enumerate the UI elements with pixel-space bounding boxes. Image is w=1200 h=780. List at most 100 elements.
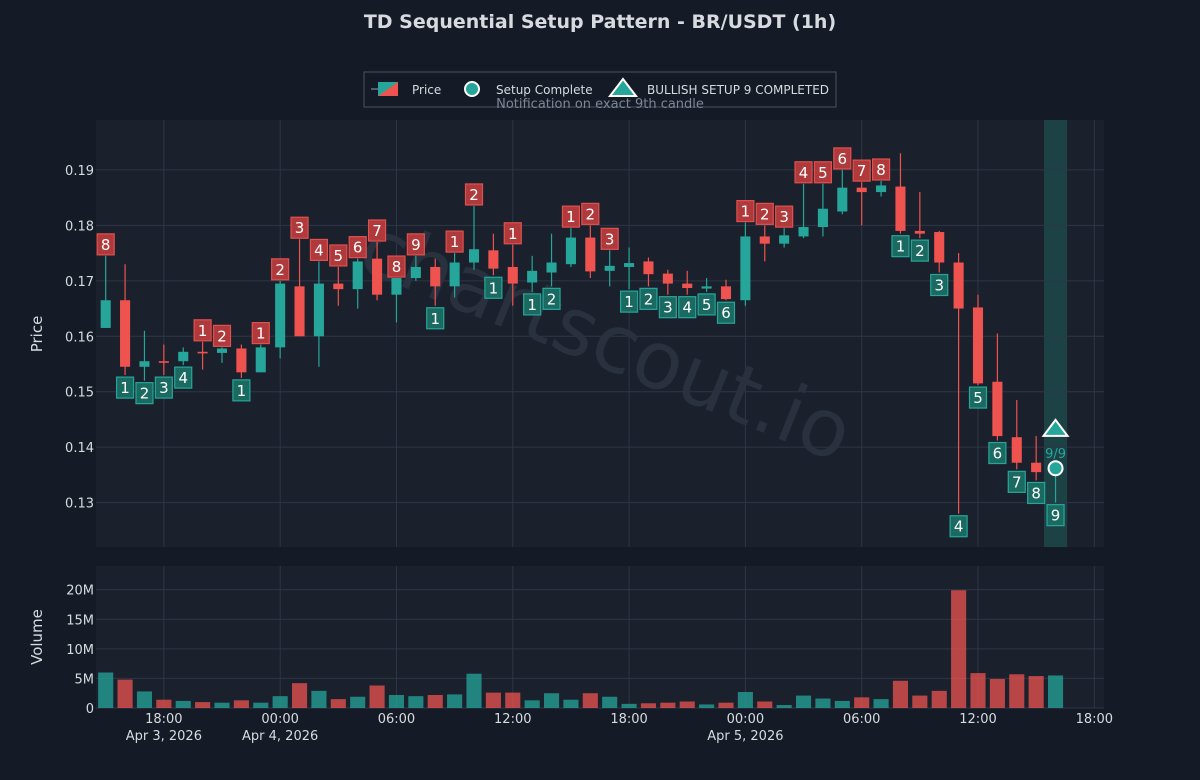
candle-body (120, 300, 131, 367)
td-buy-count-box (930, 273, 949, 297)
volume-bar (117, 679, 133, 708)
volume-bar (485, 692, 501, 708)
td-sell-count-box (755, 202, 774, 225)
td-sell-count-label: 7 (857, 162, 867, 180)
candle-body (740, 236, 751, 301)
volume-bar (272, 696, 288, 708)
volume-bar (466, 673, 482, 708)
td-sell-count-label: 1 (256, 325, 266, 343)
volume-bar (873, 699, 889, 708)
volume-bar (815, 698, 831, 708)
td-buy-count-box (658, 296, 677, 319)
candle (779, 228, 790, 248)
td-buy-count-label: 2 (915, 242, 925, 260)
price-axis-label: Price (28, 316, 46, 353)
candle-body (565, 237, 576, 265)
x-tick-label: 18:00 (145, 712, 182, 727)
td-sell-count-label: 1 (508, 225, 518, 243)
candle-body (934, 232, 945, 263)
candle (682, 270, 693, 295)
td-buy-count: 8 (1027, 481, 1046, 505)
td-sell-count-box (96, 233, 115, 256)
td-buy-count-label: 1 (120, 379, 130, 397)
td-buy-count-label: 1 (430, 310, 440, 328)
td-buy-count: 6 (988, 441, 1007, 465)
td-buy-count: 2 (135, 382, 154, 405)
td-sell-count-label: 8 (392, 258, 402, 276)
x-tick-label: 12:00 (494, 712, 531, 727)
volume-bar (311, 690, 327, 708)
volume-bar (505, 692, 521, 708)
volume-bar (970, 673, 986, 708)
candle-body (585, 237, 596, 272)
candle-body (1011, 437, 1022, 463)
td-sell-count-label: 2 (469, 186, 479, 204)
td-buy-count-label: 2 (644, 290, 654, 308)
candle-body (352, 261, 363, 290)
td-buy-count: 1 (891, 235, 910, 258)
td-sell-count-box (367, 219, 387, 242)
candle (914, 192, 925, 239)
td-buy-count-label: 1 (896, 238, 906, 256)
candle-body (992, 381, 1003, 437)
td-sell-count-label: 2 (275, 261, 285, 279)
candle (391, 278, 402, 323)
candle (197, 341, 208, 370)
candle (488, 233, 499, 276)
candle (275, 280, 286, 359)
td-buy-count-label: 1 (237, 382, 247, 400)
td-buy-count-label: 7 (1012, 473, 1022, 491)
td-sell-count-label: 4 (799, 164, 809, 182)
td-buy-count: 1 (115, 376, 135, 399)
td-buy-count: 5 (968, 386, 988, 409)
td-buy-count: 3 (930, 273, 949, 297)
td-sell-count-label: 5 (818, 164, 828, 182)
volume-bar (214, 702, 230, 708)
td-sell-count: 4 (309, 238, 329, 262)
candle (837, 169, 848, 215)
price-tick-label: 0.19 (65, 164, 94, 179)
volume-tick-label: 0 (86, 702, 94, 717)
td-buy-count-label: 2 (140, 385, 150, 403)
td-buy-count-box (115, 376, 135, 399)
candle (720, 279, 732, 301)
price-tick-label: 0.13 (65, 497, 94, 512)
candle-body (313, 283, 324, 337)
candle (527, 255, 538, 292)
candle-body (856, 187, 867, 193)
td-buy-count: 1 (232, 379, 251, 402)
candle (972, 294, 984, 386)
td-sell-count-box (794, 161, 813, 184)
td-sell-count-box (309, 238, 329, 262)
legend-price-icon (371, 82, 398, 96)
td-buy-count: 1 (523, 293, 542, 316)
candle (546, 233, 557, 287)
td-buy-count-box (135, 382, 154, 405)
td-sell-count: 6 (348, 236, 367, 259)
volume-bar (388, 694, 405, 708)
td-sell-count-label: 1 (741, 203, 751, 221)
td-sell-count-box (833, 147, 852, 170)
td-sell-count: 1 (193, 319, 212, 342)
td-buy-count: 6 (716, 301, 736, 324)
td-buy-count: 2 (542, 287, 561, 310)
candle (953, 253, 964, 514)
volume-bar (233, 700, 249, 708)
candle (1031, 436, 1042, 481)
volume-bar (195, 702, 211, 708)
td-sell-count-label: 3 (295, 219, 305, 237)
legend-box (363, 71, 837, 108)
legend-bullish-setup-icon (607, 77, 639, 97)
td-buy-count-label: 3 (159, 379, 169, 397)
volume-bar (408, 696, 424, 708)
candle (817, 183, 828, 237)
candle (255, 344, 266, 373)
volume-bar (737, 692, 753, 708)
td-sell-count-box (251, 321, 270, 345)
volume-bar (291, 683, 308, 708)
volume-bar (98, 672, 114, 708)
td-sell-count-label: 6 (353, 239, 363, 257)
candle-body (275, 283, 286, 348)
td-sell-count: 5 (813, 161, 833, 184)
